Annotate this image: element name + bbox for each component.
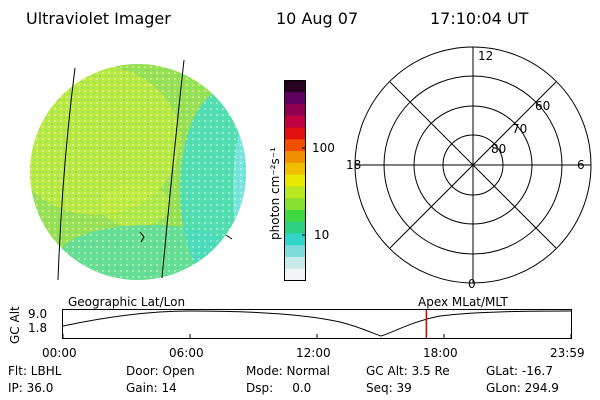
apex-title: Apex MLat/MLT bbox=[418, 295, 508, 309]
mode-info: Mode: Normal bbox=[246, 364, 330, 378]
colorbar-band bbox=[284, 174, 306, 187]
filter-info: Flt: LBHL bbox=[8, 364, 62, 378]
colorbar-band bbox=[284, 185, 306, 199]
mlt-label-12: 12 bbox=[478, 49, 493, 63]
time-label: 17:10:04 UT bbox=[430, 9, 529, 28]
mlat-label-80: 80 bbox=[491, 142, 506, 156]
coastline bbox=[139, 231, 233, 243]
time-tick-1200: 12:00 bbox=[296, 346, 331, 360]
colorbar-band bbox=[284, 138, 306, 152]
altitude-ytick-bottom: 1.8 bbox=[28, 321, 48, 335]
dsp-info: Dsp: 0.0 bbox=[246, 381, 312, 395]
mlat-label-70: 70 bbox=[512, 122, 527, 136]
glat-info: GLat: -16.7 bbox=[486, 364, 553, 378]
colorbar-band bbox=[284, 80, 306, 93]
date-label: 10 Aug 07 bbox=[276, 9, 359, 28]
colorbar-band bbox=[284, 91, 306, 105]
colorbar-band bbox=[284, 103, 306, 116]
time-tick-0000: 00:00 bbox=[42, 346, 77, 360]
colorbar-band bbox=[284, 256, 306, 269]
colorbar-band bbox=[284, 127, 306, 140]
colorbar-band bbox=[284, 162, 306, 175]
colorbar-band bbox=[284, 232, 306, 246]
colorbar-band bbox=[284, 221, 306, 234]
colorbar-tick-100: 100 bbox=[312, 141, 335, 155]
colorbar-band bbox=[284, 150, 306, 163]
time-tick-1800: 18:00 bbox=[423, 346, 458, 360]
gain-info: Gain: 14 bbox=[126, 381, 177, 395]
instrument-title: Ultraviolet Imager bbox=[26, 9, 171, 28]
mlat-label-60: 60 bbox=[535, 99, 550, 113]
seq-info: Seq: 39 bbox=[366, 381, 412, 395]
glon-info: GLon: 294.9 bbox=[486, 381, 559, 395]
ip-info: IP: 36.0 bbox=[8, 381, 54, 395]
altitude-ytick-top: 9.0 bbox=[28, 307, 48, 321]
colorbar-band bbox=[284, 115, 306, 128]
colorbar-band bbox=[284, 209, 306, 222]
mlt-label-0: 0 bbox=[468, 277, 476, 291]
mlt-label-18: 18 bbox=[346, 158, 361, 172]
altitude-curve bbox=[62, 310, 572, 337]
time-tick-2359: 23:59 bbox=[550, 346, 585, 360]
color-scale bbox=[284, 80, 306, 281]
time-tick-0600: 06:00 bbox=[169, 346, 204, 360]
colorbar-tick-10: 10 bbox=[314, 228, 330, 242]
gc-alt-info: GC Alt: 3.5 Re bbox=[366, 364, 450, 378]
colorbar-band bbox=[284, 244, 306, 257]
door-info: Door: Open bbox=[126, 364, 195, 378]
meridian-line bbox=[161, 59, 185, 279]
colorbar-band bbox=[284, 268, 306, 281]
colorbar-band bbox=[284, 197, 306, 210]
meridian-line bbox=[57, 67, 76, 281]
geographic-title: Geographic Lat/Lon bbox=[68, 295, 186, 309]
mlt-label-6: 6 bbox=[577, 158, 585, 172]
